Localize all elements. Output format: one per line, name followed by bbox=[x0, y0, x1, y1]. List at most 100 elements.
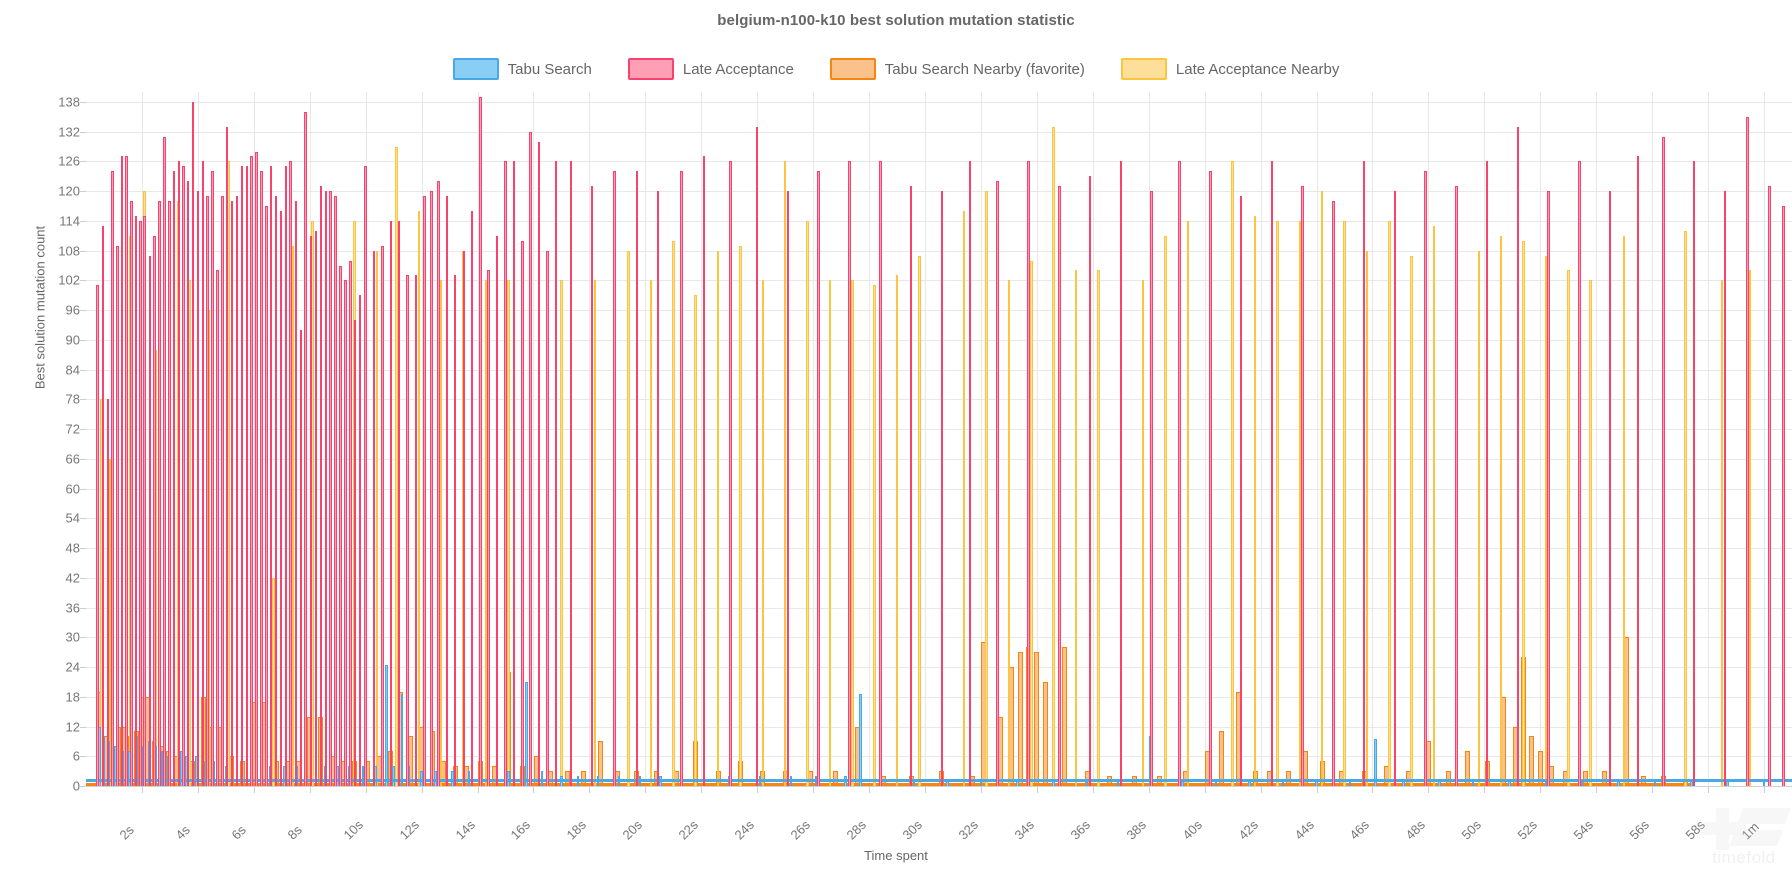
bar[interactable] bbox=[160, 751, 164, 786]
bar[interactable] bbox=[372, 250, 376, 786]
legend-item[interactable]: Tabu Search bbox=[452, 58, 592, 80]
bar[interactable] bbox=[786, 191, 790, 786]
bar[interactable] bbox=[1782, 206, 1785, 786]
bar[interactable] bbox=[334, 196, 337, 786]
bar[interactable] bbox=[702, 156, 706, 786]
bar[interactable] bbox=[304, 111, 307, 786]
bar[interactable] bbox=[225, 126, 229, 786]
bar[interactable] bbox=[289, 161, 292, 786]
bar[interactable] bbox=[1276, 220, 1279, 786]
bar[interactable] bbox=[1432, 225, 1436, 786]
bar[interactable] bbox=[1445, 771, 1451, 786]
bar[interactable] bbox=[339, 265, 342, 786]
bar[interactable] bbox=[349, 260, 352, 786]
bar[interactable] bbox=[470, 210, 474, 786]
bar[interactable] bbox=[148, 255, 151, 786]
bar[interactable] bbox=[828, 280, 832, 786]
bar[interactable] bbox=[1768, 186, 1771, 786]
bar[interactable] bbox=[143, 215, 146, 786]
bar[interactable] bbox=[284, 166, 288, 786]
bar[interactable] bbox=[918, 255, 921, 786]
bar[interactable] bbox=[116, 245, 119, 786]
bar[interactable] bbox=[806, 220, 809, 786]
bar[interactable] bbox=[434, 771, 437, 786]
bar[interactable] bbox=[817, 171, 820, 786]
bar[interactable] bbox=[1499, 235, 1503, 786]
bar[interactable] bbox=[437, 181, 440, 786]
bar[interactable] bbox=[755, 126, 759, 786]
bar[interactable] bbox=[414, 275, 418, 786]
bar[interactable] bbox=[451, 771, 454, 786]
bar[interactable] bbox=[484, 280, 488, 786]
bar[interactable] bbox=[1622, 235, 1626, 786]
bar[interactable] bbox=[158, 201, 161, 786]
bar[interactable] bbox=[1477, 250, 1481, 786]
bar[interactable] bbox=[235, 196, 239, 786]
bar[interactable] bbox=[265, 206, 268, 786]
bar[interactable] bbox=[1365, 250, 1369, 786]
bar[interactable] bbox=[716, 250, 720, 786]
bar[interactable] bbox=[507, 280, 510, 786]
bar[interactable] bbox=[627, 250, 630, 786]
bar[interactable] bbox=[672, 240, 675, 786]
bar[interactable] bbox=[521, 240, 524, 786]
bar[interactable] bbox=[680, 171, 683, 786]
bar[interactable] bbox=[1062, 647, 1068, 786]
bar[interactable] bbox=[125, 156, 128, 786]
bar[interactable] bbox=[245, 166, 249, 786]
bar[interactable] bbox=[445, 196, 449, 786]
bar[interactable] bbox=[1537, 751, 1543, 786]
bar[interactable] bbox=[358, 295, 362, 786]
bar[interactable] bbox=[1042, 681, 1048, 786]
bar[interactable] bbox=[1231, 161, 1234, 786]
bar[interactable] bbox=[1253, 215, 1257, 786]
bar[interactable] bbox=[1692, 161, 1696, 786]
bar[interactable] bbox=[1544, 255, 1548, 786]
bar[interactable] bbox=[1332, 201, 1335, 786]
bar[interactable] bbox=[353, 320, 357, 786]
bar[interactable] bbox=[1748, 270, 1752, 786]
bar[interactable] bbox=[1720, 280, 1724, 786]
bar[interactable] bbox=[206, 196, 209, 786]
legend-item[interactable]: Tabu Search Nearby (favorite) bbox=[829, 58, 1085, 80]
bar[interactable] bbox=[525, 681, 528, 786]
bar[interactable] bbox=[1052, 126, 1055, 786]
bar[interactable] bbox=[1388, 220, 1391, 786]
bar[interactable] bbox=[1567, 270, 1570, 786]
bar[interactable] bbox=[1522, 240, 1525, 786]
bar[interactable] bbox=[1088, 176, 1092, 786]
bar[interactable] bbox=[385, 664, 388, 786]
bar[interactable] bbox=[581, 771, 587, 786]
bar[interactable] bbox=[590, 186, 594, 786]
bar[interactable] bbox=[319, 186, 323, 786]
bar[interactable] bbox=[272, 577, 275, 786]
bar[interactable] bbox=[221, 196, 224, 786]
bar[interactable] bbox=[739, 245, 742, 786]
bar[interactable] bbox=[163, 136, 166, 786]
bar[interactable] bbox=[833, 771, 839, 786]
bar[interactable] bbox=[613, 171, 616, 786]
bar[interactable] bbox=[201, 161, 205, 786]
bar[interactable] bbox=[1465, 751, 1471, 786]
bar[interactable] bbox=[761, 280, 765, 786]
bar[interactable] bbox=[940, 191, 944, 786]
bar[interactable] bbox=[1578, 161, 1581, 786]
bar[interactable] bbox=[400, 694, 404, 786]
bar[interactable] bbox=[479, 96, 482, 786]
bar[interactable] bbox=[729, 161, 732, 786]
bar[interactable] bbox=[397, 220, 401, 786]
bar[interactable] bbox=[1298, 220, 1302, 786]
bar[interactable] bbox=[1030, 260, 1033, 786]
bar[interactable] bbox=[1410, 255, 1413, 786]
bar[interactable] bbox=[783, 161, 787, 786]
bar[interactable] bbox=[564, 771, 570, 786]
bar[interactable] bbox=[569, 161, 573, 786]
bar[interactable] bbox=[1684, 230, 1687, 786]
bar[interactable] bbox=[873, 285, 876, 786]
bar[interactable] bbox=[504, 161, 507, 786]
bar[interactable] bbox=[554, 161, 558, 786]
bar[interactable] bbox=[168, 201, 171, 786]
bar[interactable] bbox=[111, 171, 114, 786]
bar[interactable] bbox=[211, 171, 214, 786]
bar[interactable] bbox=[230, 201, 234, 786]
